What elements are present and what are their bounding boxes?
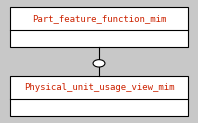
Bar (10, 76, 188, 116)
Text: Physical_unit_usage_view_mim: Physical_unit_usage_view_mim (24, 83, 174, 92)
Ellipse shape (93, 60, 105, 67)
Bar (10, 7, 188, 47)
Text: Part_feature_function_mim: Part_feature_function_mim (32, 14, 166, 23)
